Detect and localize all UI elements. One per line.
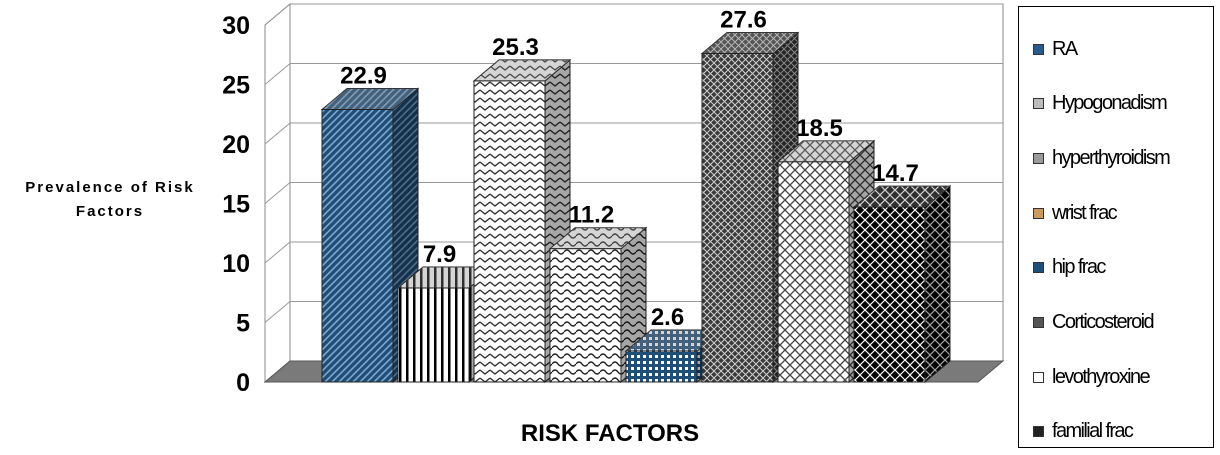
legend-item-familial-frac: familial frac [1033,416,1134,446]
legend-label: hyperthyroidism [1052,146,1171,169]
y-tick-label: 5 [236,310,250,338]
bar-top-shade [778,140,874,162]
data-label: 22.9 [340,62,387,89]
bars [320,31,952,384]
y-tick-label: 10 [222,250,250,278]
bar-top-shade [322,88,418,110]
bar-top-shade [474,59,570,81]
data-label: 11.2 [569,202,614,229]
legend-swatch [1033,371,1044,383]
data-label: 18.5 [796,115,843,142]
legend: RA Hypogonadism hyperthyroidism wrist fr… [1018,6,1214,448]
bar-front [321,108,394,383]
legend-item-ra: RA [1033,34,1078,64]
y-tick-label: 20 [222,131,250,159]
legend-swatch [1033,43,1044,55]
gridline [264,241,291,264]
y-axis-ticks: 0 5 10 15 20 25 30 [222,12,250,397]
legend-swatch [1033,261,1044,273]
bar-front [549,248,622,383]
legend-item-levothyroxine: levothyroxine [1033,362,1151,392]
y-tick-label: 15 [222,191,250,219]
legend-label: wrist frac [1052,201,1118,224]
legend-label: levothyroxine [1052,365,1151,388]
gridline [264,122,291,145]
y-tick-label: 30 [222,12,250,40]
legend-item-wrist-frac: wrist frac [1033,198,1118,228]
data-label: 7.9 [423,241,456,268]
bar-top-shade [626,330,722,352]
legend-swatch [1033,152,1044,164]
legend-label: Corticosteroid [1052,310,1155,333]
legend-swatch [1033,207,1044,219]
bar-top-shade [854,186,950,208]
bar-side-shade [925,186,950,382]
legend-swatch [1033,316,1044,328]
bar-front [397,287,470,383]
bar-chart: 0 5 10 15 20 25 30 22.9 7.9 25.3 11.2 2.6 27.6 18.5 1… [222,2,1005,397]
gridline [264,3,291,26]
bar-top-shade [550,227,646,249]
legend-label: hip frac [1052,255,1106,278]
gridline [264,182,291,204]
legend-item-hip-frac: hip frac [1033,252,1106,282]
bar-front [853,206,926,383]
y-tick-label: 0 [236,369,250,397]
y-tick-label: 25 [222,72,250,100]
bar-familial-frac [852,184,952,384]
bar-front [701,53,774,383]
legend-label: familial frac [1052,419,1134,442]
bar-top-shade [702,32,798,54]
legend-label: RA [1052,37,1078,60]
bar-front [625,350,698,383]
legend-item-hypogonadism: Hypogonadism [1033,88,1168,118]
data-labels: 22.9 7.9 25.3 11.2 2.6 27.6 18.5 14.7 [340,7,919,331]
legend-item-corticosteroid: Corticosteroid [1033,307,1155,337]
legend-swatch [1033,97,1044,109]
legend-item-hyperthyroidism: hyperthyroidism [1033,143,1171,173]
gridline [264,301,291,323]
data-label: 25.3 [492,34,539,61]
data-label: 2.6 [651,304,684,331]
y-axis-label: Prevalence of Risk Factors [25,179,195,220]
bar-front [777,161,850,383]
legend-label: Hypogonadism [1052,91,1168,114]
bar-top-shade [398,266,494,288]
data-label: 14.7 [872,160,919,187]
bar-front [473,80,546,383]
gridline [264,63,291,85]
legend-swatch [1033,425,1044,437]
x-axis-label: RISK FACTORS [520,420,700,447]
data-label: 27.6 [720,7,767,34]
